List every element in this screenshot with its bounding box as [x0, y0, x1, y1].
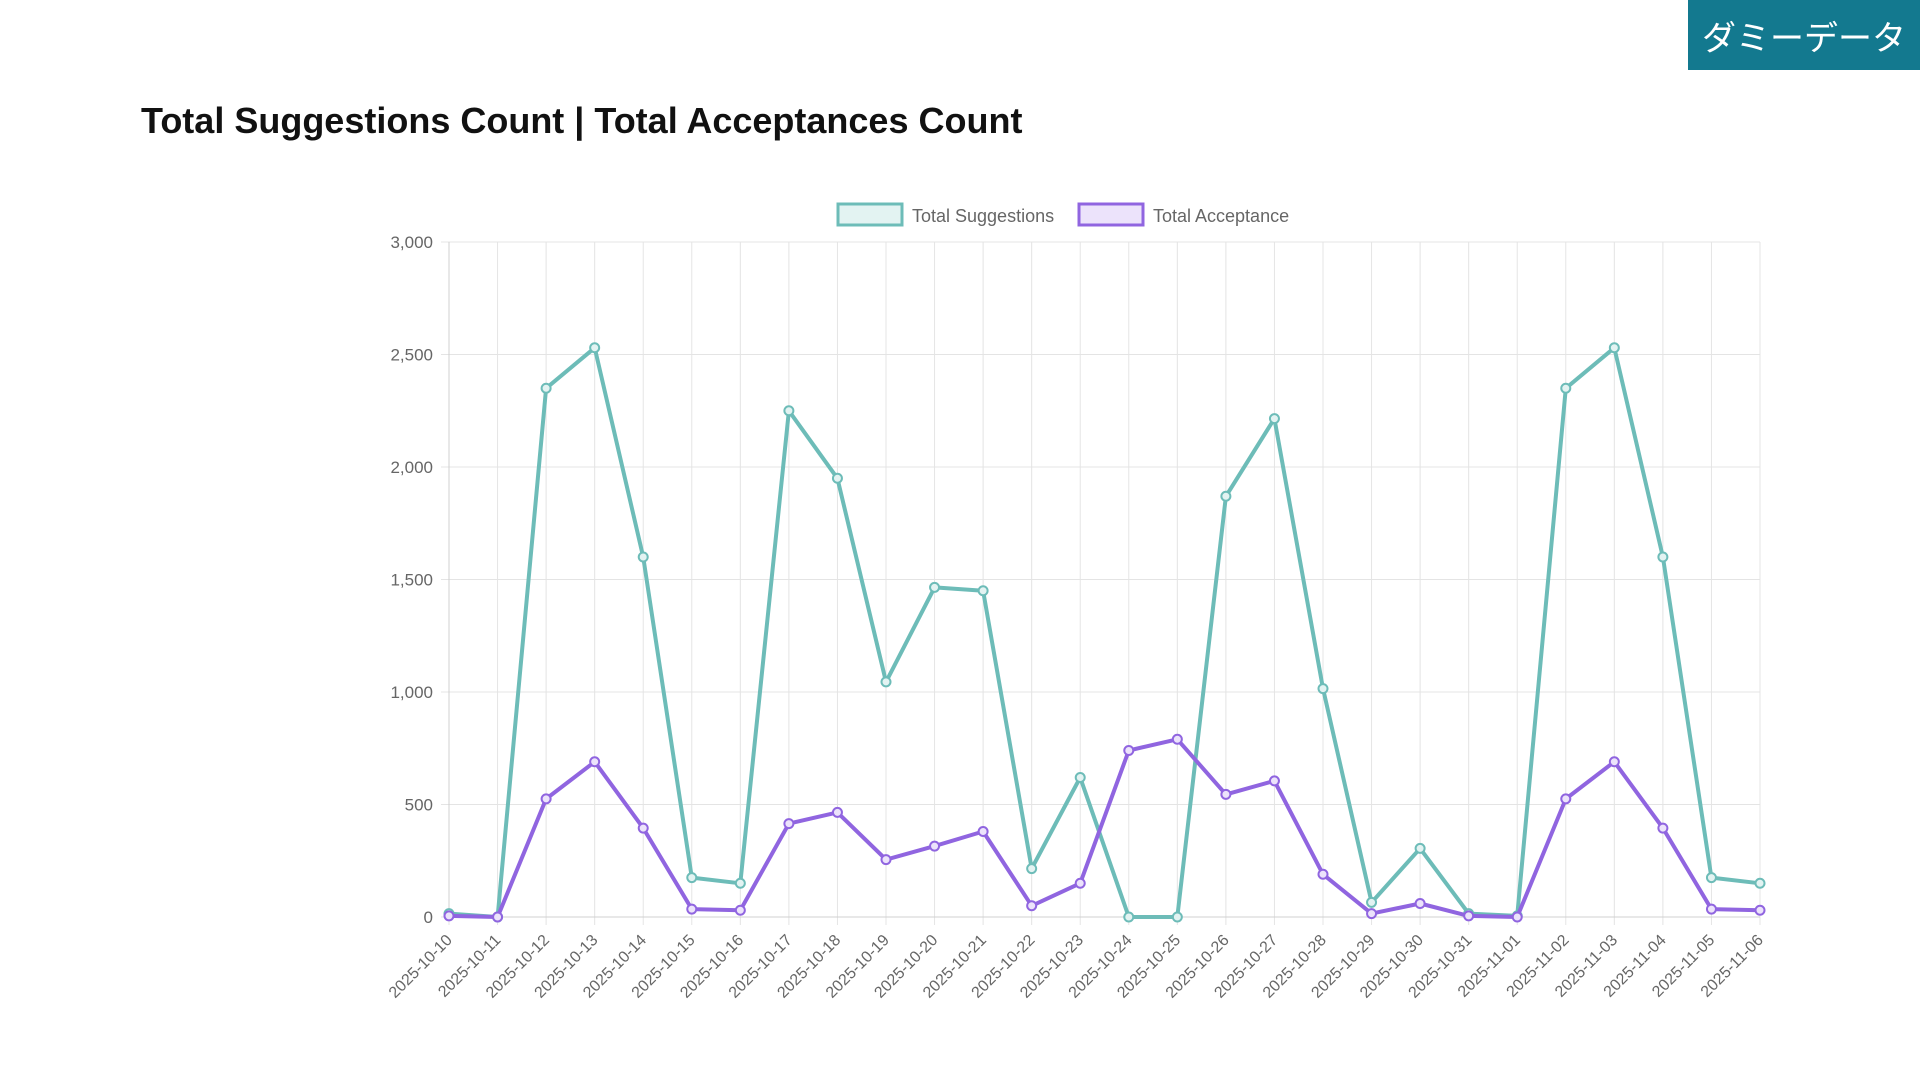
data-point — [1268, 775, 1280, 787]
data-point — [1608, 756, 1620, 768]
data-point — [589, 342, 601, 354]
data-point — [1171, 733, 1183, 745]
data-point — [734, 904, 746, 916]
data-point — [1511, 911, 1523, 923]
data-point — [1705, 872, 1717, 884]
data-point — [637, 822, 649, 834]
data-point — [1171, 911, 1183, 923]
data-point — [1268, 413, 1280, 425]
data-point — [443, 910, 455, 922]
y-tick-label: 3,000 — [390, 233, 433, 252]
data-point — [831, 806, 843, 818]
data-point — [686, 903, 698, 915]
data-point — [1705, 903, 1717, 915]
y-tick-label: 500 — [405, 796, 433, 815]
y-tick-label: 0 — [424, 908, 433, 927]
data-point — [589, 756, 601, 768]
data-point — [929, 581, 941, 593]
data-point — [831, 472, 843, 484]
data-point — [1754, 877, 1766, 889]
data-point — [1026, 863, 1038, 875]
data-point — [1366, 908, 1378, 920]
data-point — [734, 877, 746, 889]
legend-swatch — [1077, 202, 1145, 227]
data-point — [1317, 683, 1329, 695]
y-tick-label: 2,500 — [390, 346, 433, 365]
page-title: Total Suggestions Count | Total Acceptan… — [141, 100, 1023, 141]
data-point — [1123, 745, 1135, 756]
data-point — [1657, 551, 1669, 563]
data-point — [1074, 877, 1086, 889]
legend-label: Total Suggestions — [912, 206, 1054, 226]
data-point — [1123, 911, 1135, 923]
data-point — [1657, 822, 1669, 834]
data-point — [1608, 342, 1620, 354]
data-point — [1220, 788, 1232, 800]
data-point — [1074, 772, 1086, 783]
data-point — [1754, 904, 1766, 916]
data-point — [880, 854, 892, 866]
series-line-total-suggestions — [447, 345, 1762, 919]
dummy-data-badge: ダミーデータ — [1688, 0, 1920, 70]
data-point — [977, 585, 989, 597]
data-point — [1220, 490, 1232, 502]
series-line-total-acceptance — [447, 737, 1762, 919]
data-point — [1026, 900, 1038, 912]
data-point — [492, 911, 504, 923]
y-tick-label: 1,000 — [390, 683, 433, 702]
data-point — [1463, 910, 1475, 922]
data-point — [637, 551, 649, 563]
data-point — [783, 818, 795, 830]
y-tick-label: 1,500 — [390, 571, 433, 590]
data-point — [783, 405, 795, 417]
data-point — [880, 676, 892, 688]
data-point — [540, 793, 552, 805]
data-point — [1560, 793, 1572, 805]
data-point — [1317, 868, 1329, 880]
y-tick-label: 2,000 — [390, 458, 433, 477]
data-point — [1560, 382, 1572, 394]
data-point — [1414, 842, 1426, 854]
data-point — [1414, 898, 1426, 909]
legend-label: Total Acceptance — [1153, 206, 1289, 226]
data-point — [929, 840, 941, 852]
legend-swatch — [836, 202, 904, 227]
data-point — [540, 382, 552, 394]
data-point — [686, 872, 698, 884]
data-point — [1366, 896, 1378, 908]
data-point — [977, 826, 989, 837]
